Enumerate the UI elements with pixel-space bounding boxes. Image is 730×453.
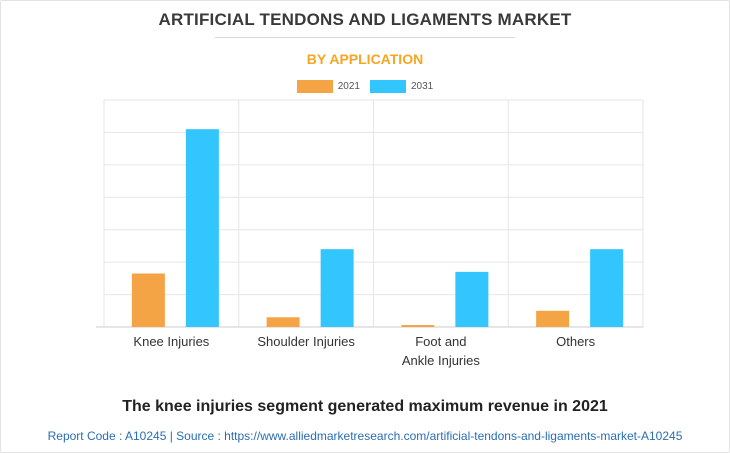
- bar-2021-2[interactable]: [401, 325, 435, 327]
- legend-swatch-2031: [370, 80, 406, 93]
- x-tick-label: Others: [556, 334, 596, 349]
- legend-label-2031: 2031: [411, 81, 434, 92]
- chart-title: ARTIFICIAL TENDONS AND LIGAMENTS MARKET: [158, 10, 572, 29]
- bar-2021-0[interactable]: [131, 273, 165, 327]
- title-divider: [215, 37, 515, 38]
- bar-2031-0[interactable]: [185, 129, 219, 327]
- chart-legend: 2021 2031: [0, 80, 730, 93]
- source-footer[interactable]: Report Code : A10245 | Source : https://…: [47, 429, 683, 443]
- chart-subtitle: BY APPLICATION: [306, 51, 424, 67]
- x-tick-label: Foot and Ankle Injuries: [402, 334, 481, 368]
- legend-item-2031[interactable]: 2031: [370, 80, 433, 93]
- bar-2031-2[interactable]: [455, 271, 489, 327]
- legend-item-2021[interactable]: 2021: [296, 80, 360, 93]
- bar-2031-1[interactable]: [320, 249, 354, 327]
- legend-label-2021: 2021: [337, 81, 360, 92]
- bar-2021-1[interactable]: [266, 317, 300, 327]
- x-tick-label: Knee Injuries: [133, 334, 209, 349]
- chart-caption: The knee injuries segment generated maxi…: [122, 398, 608, 415]
- x-tick-label: Shoulder Injuries: [257, 334, 355, 349]
- legend-swatch-2021: [296, 80, 333, 93]
- bar-2021-3[interactable]: [536, 310, 570, 327]
- bar-2031-3[interactable]: [590, 249, 624, 327]
